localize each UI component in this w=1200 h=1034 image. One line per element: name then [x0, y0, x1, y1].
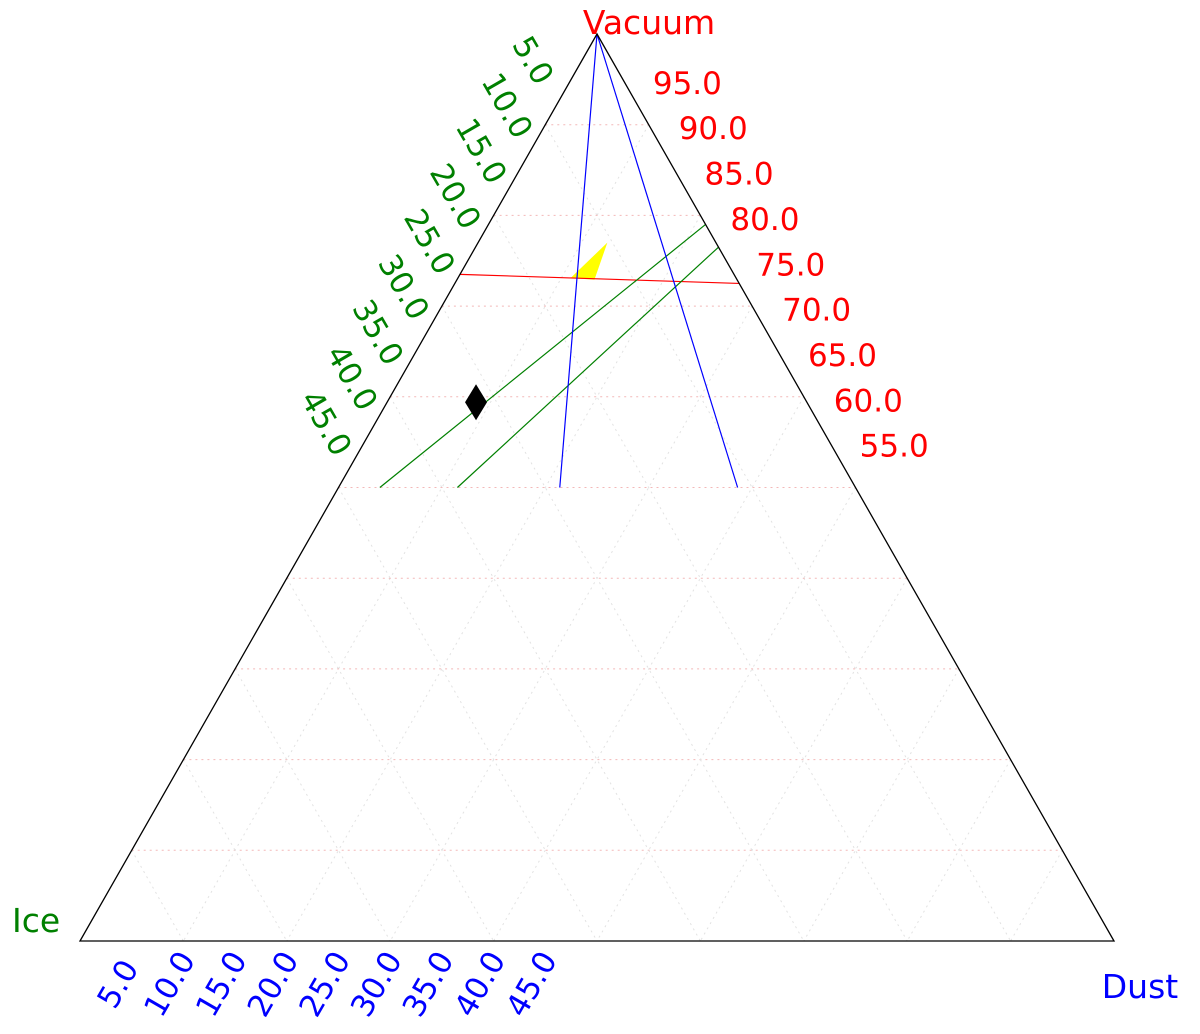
vacuum-constraint-line [459, 273, 740, 285]
dust-tick-label: 15.0 [189, 945, 255, 1023]
gridline [389, 305, 753, 942]
gridline [441, 305, 805, 942]
dust-corner-label: Dust [1102, 967, 1179, 1006]
dust-constraint-line [559, 33, 598, 488]
gridline [803, 668, 960, 942]
feasible-region [570, 242, 608, 280]
gridline [493, 215, 908, 942]
vacuum-tick-label: 55.0 [860, 429, 929, 465]
gridline [182, 759, 288, 942]
dust-tick-label: 40.0 [447, 945, 513, 1023]
dust-tick-label: 25.0 [292, 945, 358, 1023]
dust-tick-label: 30.0 [344, 945, 410, 1023]
ice-corner-label: Ice [12, 901, 60, 940]
vacuum-tick-label: 95.0 [653, 66, 722, 102]
gridline [596, 487, 856, 942]
gridline [286, 215, 701, 942]
dust-tick-label: 45.0 [499, 945, 565, 1023]
ice-constraint-line [457, 246, 719, 488]
gridline [338, 487, 598, 942]
gridline [906, 759, 1012, 942]
gridline [544, 124, 1012, 942]
gridline [182, 124, 650, 942]
vacuum-tick-label: 70.0 [782, 293, 851, 329]
dust-tick-label: 35.0 [396, 945, 462, 1023]
gridlines [131, 124, 1063, 942]
vacuum-tick-label: 75.0 [756, 247, 825, 283]
vacuum-tick-label: 60.0 [834, 383, 903, 419]
dust-axis-ticks: 5.010.015.020.025.030.035.040.045.0 [90, 945, 564, 1023]
vacuum-tick-label: 80.0 [730, 202, 799, 238]
vacuum-axis-ticks: 95.0 90.0 85.0 80.0 75.0 70.0 65.0 60.0 55.0 [653, 66, 929, 465]
ice-constraint-line [379, 224, 706, 488]
feasible-region-layer [570, 242, 608, 280]
gridline [286, 577, 495, 942]
vacuum-tick-label: 65.0 [808, 338, 877, 374]
gridline [131, 850, 184, 942]
gridline [234, 668, 391, 942]
dust-tick-label: 20.0 [241, 945, 307, 1023]
dust-constraint-line [596, 33, 739, 488]
gridline [389, 396, 701, 942]
ice-axis-ticks: 5.010.015.020.025.030.035.040.045.0 [293, 30, 561, 462]
triangle-frame [78, 32, 1116, 942]
diamond-marker [465, 384, 488, 421]
data-points-layer [465, 384, 488, 421]
gridline [699, 577, 908, 942]
gridline [1010, 850, 1063, 942]
gridline [493, 396, 805, 942]
dust-tick-label: 10.0 [137, 945, 203, 1023]
vacuum-corner-label: Vacuum [583, 3, 715, 42]
constraint-lines-layer [379, 33, 740, 488]
vacuum-tick-label: 85.0 [705, 157, 774, 193]
vacuum-tick-label: 90.0 [679, 111, 748, 147]
